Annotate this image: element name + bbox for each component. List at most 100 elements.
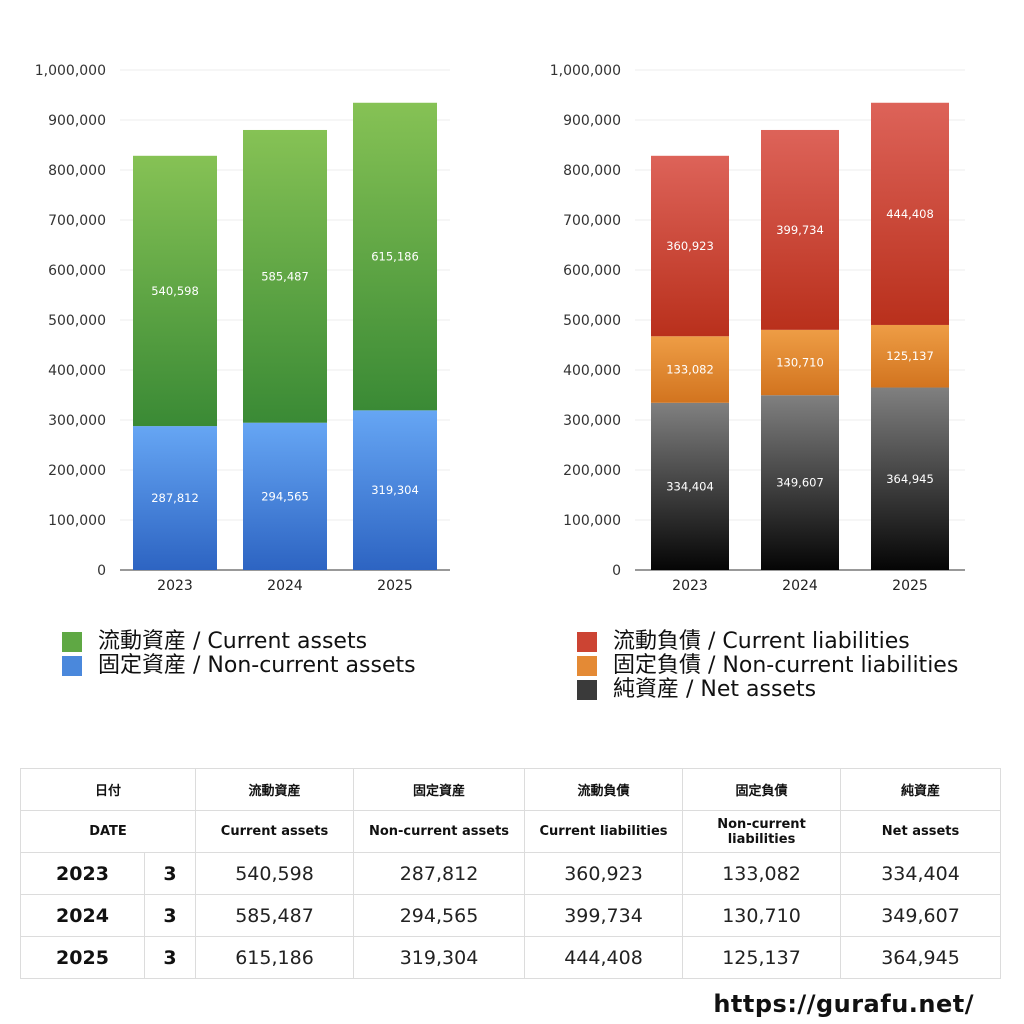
table-cell-net-assets: 349,607 — [840, 894, 1002, 937]
table-header-date-en: DATE — [19, 810, 197, 853]
table-header-row-ja: 日付 流動資産 固定資産 流動負債 固定負債 純資産 — [19, 768, 1002, 811]
y-tick-label: 600,000 — [563, 263, 621, 279]
charts-canvas: 0 100,000 200,000 300,000 400,000 500,000 600,… — [35, 63, 965, 594]
table-cell-non-current-liabilities: 125,137 — [682, 936, 842, 979]
legend-item-non-current-assets: 固定資産 / Non-current assets — [62, 654, 416, 678]
data-label-current-assets-2023: 540,598 — [151, 284, 199, 298]
data-label-current-liabilities-2025: 444,408 — [886, 207, 934, 221]
x-tick-label: 2023 — [157, 578, 193, 594]
table-cell-non-current-assets: 294,565 — [353, 894, 526, 937]
y-tick-label: 800,000 — [563, 163, 621, 179]
y-tick-label: 0 — [612, 563, 621, 579]
table-cell-current-assets: 585,487 — [195, 894, 355, 937]
legend-swatch-current-assets — [62, 632, 82, 652]
y-tick-label: 400,000 — [48, 363, 106, 379]
y-tick-label: 600,000 — [48, 263, 106, 279]
bar-current-assets-2023 — [133, 155, 217, 427]
x-tick-label: 2023 — [672, 578, 708, 594]
x-tick-label: 2025 — [892, 578, 928, 594]
x-tick-label: 2024 — [267, 578, 303, 594]
table-cell-month: 3 — [143, 894, 197, 937]
table-cell-non-current-liabilities: 130,710 — [682, 894, 842, 937]
legend-label-current-assets: 流動資産 / Current assets — [98, 629, 368, 654]
table-cell-year: 2024 — [20, 894, 145, 937]
y-tick-label: 500,000 — [563, 313, 621, 329]
bar-non-current-liabilities-2024 — [761, 329, 839, 396]
liabilities-net-assets-chart: 0 100,000 200,000 300,000 400,000 500,000 600,… — [550, 63, 965, 594]
table-header-non-current-assets-en: Non-current assets — [353, 810, 526, 853]
legend-item-current-assets: 流動資産 / Current assets — [62, 630, 416, 654]
x-tick-label: 2025 — [377, 578, 413, 594]
table-cell-month: 3 — [143, 936, 197, 979]
y-tick-label: 500,000 — [48, 313, 106, 329]
data-label-non-current-assets-2023: 287,812 — [151, 491, 199, 505]
y-tick-label: 200,000 — [48, 463, 106, 479]
data-label-non-current-assets-2025: 319,304 — [371, 483, 419, 497]
y-tick-label: 0 — [97, 563, 106, 579]
bar-current-assets-2024 — [243, 129, 327, 423]
bar-current-liabilities-2023 — [651, 155, 729, 337]
table-header-net-assets-en: Net assets — [840, 810, 1002, 853]
table-row: 2023 3 540,598 287,812 360,923 133,082 3… — [20, 852, 1002, 895]
table-row: 2025 3 615,186 319,304 444,408 125,137 3… — [20, 936, 1002, 979]
legend-item-non-current-liabilities: 固定負債 / Non-current liabilities — [577, 654, 958, 678]
table-header-current-assets-ja: 流動資産 — [195, 768, 355, 811]
bar-net-assets-2023 — [651, 402, 729, 570]
table-cell-non-current-liabilities: 133,082 — [682, 852, 842, 895]
table-cell-current-assets: 540,598 — [195, 852, 355, 895]
liabilities-legend: 流動負債 / Current liabilities 固定負債 / Non-cu… — [577, 630, 958, 702]
table-header-non-current-liabilities-ja: 固定負債 — [682, 768, 842, 811]
data-label-current-liabilities-2023: 360,923 — [666, 239, 714, 253]
table-header-row-en: DATE Current assets Non-current assets C… — [19, 810, 1002, 853]
y-tick-label: 700,000 — [563, 213, 621, 229]
y-tick-label: 100,000 — [563, 513, 621, 529]
y-tick-label: 1,000,000 — [550, 63, 621, 79]
table-header-current-liabilities-en: Current liabilities — [524, 810, 684, 853]
table-header-current-assets-en: Current assets — [195, 810, 355, 853]
table-header-non-current-assets-ja: 固定資産 — [353, 768, 526, 811]
bar-non-current-assets-2024 — [243, 422, 327, 570]
table-cell-year: 2025 — [20, 936, 145, 979]
data-label-non-current-liabilities-2024: 130,710 — [776, 356, 824, 370]
legend-item-net-assets: 純資産 / Net assets — [577, 678, 958, 702]
table-cell-non-current-assets: 287,812 — [353, 852, 526, 895]
y-tick-label: 700,000 — [48, 213, 106, 229]
data-label-net-assets-2024: 349,607 — [776, 476, 824, 490]
financial-data-table: 日付 流動資産 固定資産 流動負債 固定負債 純資産 DATE Current … — [19, 768, 1002, 979]
data-label-net-assets-2023: 334,404 — [666, 479, 714, 493]
bar-current-assets-2025 — [353, 102, 437, 411]
legend-item-current-liabilities: 流動負債 / Current liabilities — [577, 630, 958, 654]
table-cell-net-assets: 364,945 — [840, 936, 1002, 979]
legend-swatch-net-assets — [577, 680, 597, 700]
bar-current-liabilities-2024 — [761, 129, 839, 330]
bar-non-current-liabilities-2025 — [871, 324, 949, 388]
table-cell-year: 2023 — [20, 852, 145, 895]
legend-label-non-current-liabilities: 固定負債 / Non-current liabilities — [613, 653, 959, 678]
table-header-date-ja: 日付 — [19, 768, 197, 811]
table-header-non-current-liabilities-en: Non-current liabilities — [682, 810, 842, 853]
data-label-current-liabilities-2024: 399,734 — [776, 223, 824, 237]
table-cell-current-liabilities: 399,734 — [524, 894, 684, 937]
legend-label-non-current-assets: 固定資産 / Non-current assets — [98, 653, 416, 678]
table-header-current-liabilities-ja: 流動負債 — [524, 768, 684, 811]
bar-net-assets-2025 — [871, 387, 949, 570]
data-label-current-assets-2024: 585,487 — [261, 269, 309, 283]
y-tick-label: 400,000 — [563, 363, 621, 379]
data-label-non-current-liabilities-2023: 133,082 — [666, 363, 714, 377]
x-tick-label: 2024 — [782, 578, 818, 594]
y-tick-label: 300,000 — [48, 413, 106, 429]
y-tick-label: 900,000 — [563, 113, 621, 129]
y-tick-label: 200,000 — [563, 463, 621, 479]
data-label-non-current-assets-2024: 294,565 — [261, 489, 309, 503]
legend-label-current-liabilities: 流動負債 / Current liabilities — [613, 629, 910, 654]
table-cell-current-liabilities: 444,408 — [524, 936, 684, 979]
y-tick-label: 300,000 — [563, 413, 621, 429]
site-url[interactable]: https://gurafu.net/ — [713, 990, 974, 1018]
bar-non-current-assets-2023 — [133, 426, 217, 570]
bar-current-liabilities-2025 — [871, 102, 949, 325]
table-cell-current-assets: 615,186 — [195, 936, 355, 979]
y-tick-label: 900,000 — [48, 113, 106, 129]
y-tick-label: 800,000 — [48, 163, 106, 179]
table-cell-non-current-assets: 319,304 — [353, 936, 526, 979]
table-cell-net-assets: 334,404 — [840, 852, 1002, 895]
